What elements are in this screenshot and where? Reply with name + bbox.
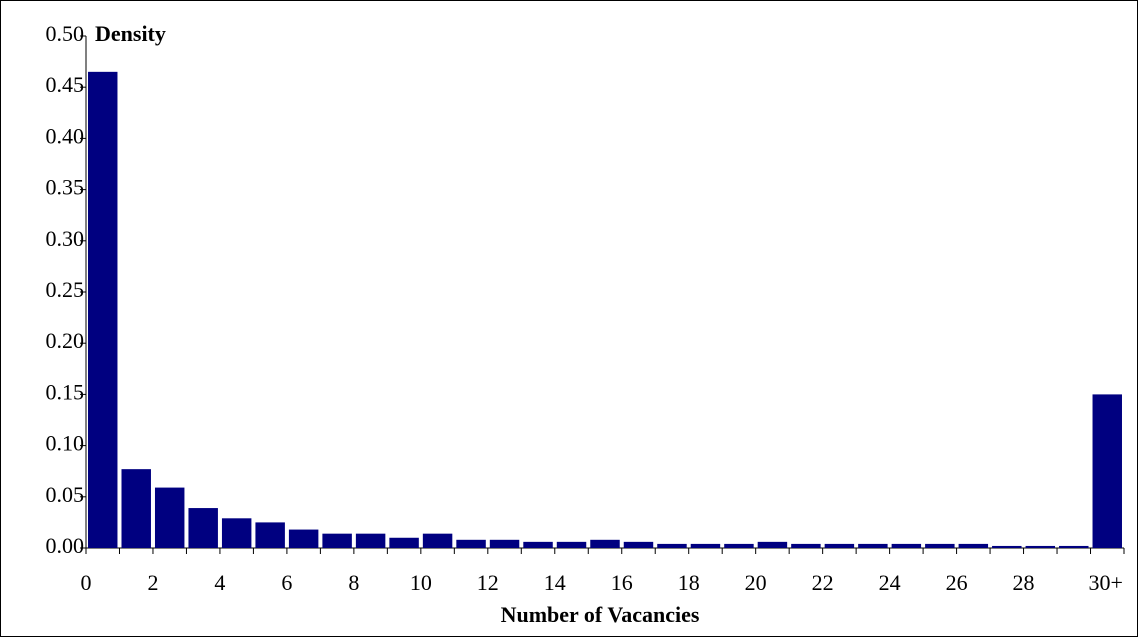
bar — [657, 543, 687, 548]
y-tick-label: 0.15 — [46, 379, 85, 404]
x-tick-label: 24 — [879, 570, 901, 595]
bar — [1059, 545, 1089, 548]
bar — [992, 545, 1022, 548]
bar — [456, 539, 486, 548]
x-tick-label: 14 — [544, 570, 566, 595]
bar — [1092, 394, 1122, 548]
bar — [690, 543, 721, 548]
bar — [891, 543, 922, 548]
x-tick-label: 2 — [147, 570, 158, 595]
x-tick-label: 30+ — [1089, 570, 1123, 595]
bar — [422, 533, 453, 548]
x-tick-label: 26 — [946, 570, 968, 595]
y-tick-label: 0.10 — [46, 431, 85, 456]
x-tick-label: 6 — [281, 570, 292, 595]
bar — [925, 543, 955, 548]
y-tick-label: 0.30 — [46, 226, 85, 251]
bar — [288, 529, 319, 548]
bar — [88, 71, 118, 548]
bar — [1025, 545, 1056, 548]
bar — [623, 541, 654, 548]
x-axis-title: Number of Vacancies — [501, 602, 700, 627]
bar — [724, 543, 754, 548]
bar — [858, 543, 888, 548]
y-tick-label: 0.20 — [46, 328, 85, 353]
bar — [154, 487, 185, 548]
x-tick-label: 0 — [81, 570, 92, 595]
x-tick-label: 8 — [348, 570, 359, 595]
x-tick-label: 16 — [611, 570, 633, 595]
y-tick-label: 0.05 — [46, 482, 85, 507]
x-tick-label: 22 — [812, 570, 834, 595]
x-tick-label: 10 — [410, 570, 432, 595]
bar — [590, 539, 620, 548]
y-tick-label: 0.00 — [46, 533, 85, 558]
bar — [958, 543, 989, 548]
x-tick-label: 12 — [477, 570, 499, 595]
y-tick-label: 0.50 — [46, 21, 85, 46]
bar — [355, 533, 386, 548]
bar — [489, 539, 520, 548]
bar — [791, 543, 821, 548]
chart-title: Density — [95, 21, 166, 46]
bar — [221, 518, 252, 548]
y-tick-label: 0.40 — [46, 123, 85, 148]
bar — [824, 543, 855, 548]
x-tick-label: 28 — [1013, 570, 1035, 595]
bar — [255, 522, 285, 548]
x-tick-label: 18 — [678, 570, 700, 595]
y-tick-label: 0.45 — [46, 72, 85, 97]
bar — [757, 541, 788, 548]
bar — [556, 541, 587, 548]
x-tick-label: 20 — [745, 570, 767, 595]
y-tick-label: 0.25 — [46, 277, 85, 302]
bar — [121, 469, 151, 548]
bar — [322, 533, 352, 548]
bar — [188, 508, 218, 548]
bar — [389, 537, 419, 548]
x-tick-label: 4 — [214, 570, 225, 595]
y-tick-label: 0.35 — [46, 175, 85, 200]
bar — [523, 541, 553, 548]
